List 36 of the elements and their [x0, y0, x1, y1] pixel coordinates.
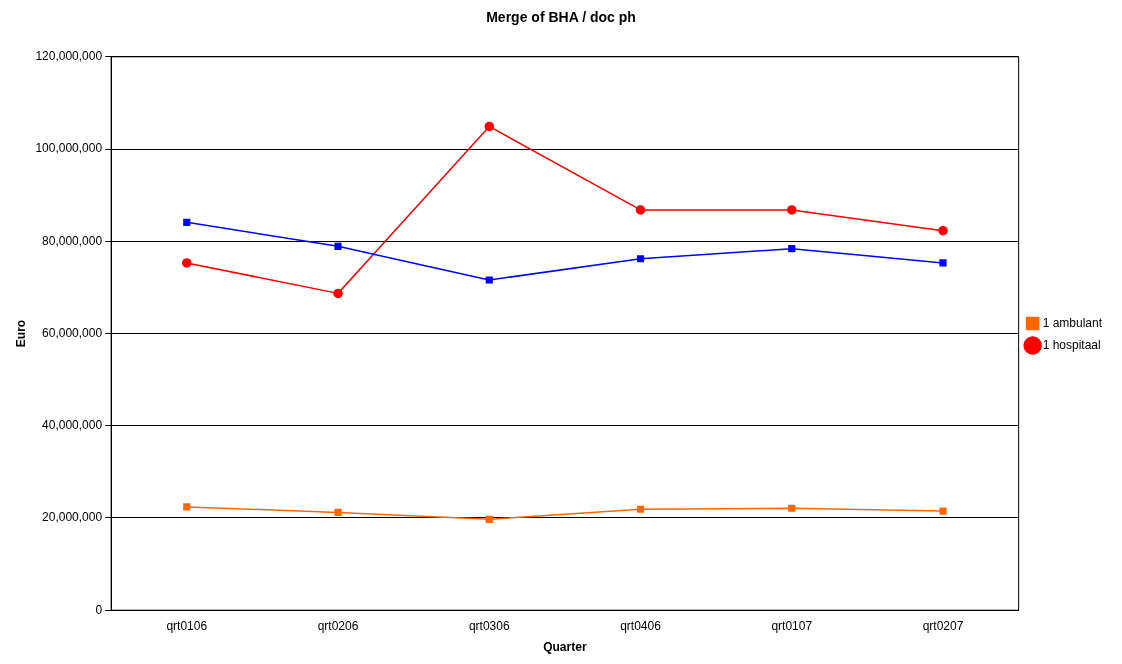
x-tick-label: qrt0107 — [771, 618, 813, 633]
point — [333, 288, 343, 299]
point — [484, 121, 495, 132]
point — [636, 255, 645, 263]
x-tick-label: qrt0406 — [620, 618, 662, 633]
x-tick-label: qrt0206 — [317, 618, 359, 633]
y-tick-label: 120,000,000 — [35, 49, 103, 64]
point — [182, 258, 192, 268]
point — [939, 507, 947, 515]
x-axis-title: Quarter — [543, 640, 587, 655]
point — [334, 242, 342, 250]
legend-label: 1 ambulant — [1042, 315, 1103, 330]
point — [635, 205, 646, 215]
y-tick-label: 40,000,000 — [42, 418, 103, 433]
point — [938, 225, 948, 236]
point — [787, 205, 797, 215]
point — [939, 259, 947, 267]
point — [788, 504, 796, 512]
x-tick-label: qrt0106 — [166, 618, 208, 633]
y-tick-label: 20,000,000 — [42, 510, 103, 525]
point — [485, 276, 493, 284]
chart-title: Merge of BHA / doc ph — [486, 9, 636, 26]
x-tick-label: qrt0207 — [922, 618, 964, 633]
y-tick-label: 100,000,000 — [35, 141, 103, 156]
y-tick-label: 80,000,000 — [42, 233, 103, 248]
point — [788, 245, 796, 253]
x-tick-label: qrt0306 — [468, 618, 510, 633]
point — [636, 505, 645, 513]
y-tick-label: 0 — [95, 602, 103, 617]
y-tick-label: 60,000,000 — [42, 325, 103, 340]
legend-label: 1 hospitaal — [1042, 337, 1101, 352]
point — [183, 218, 191, 226]
point — [183, 503, 191, 511]
point — [334, 508, 342, 517]
y-axis-title: Euro — [13, 319, 28, 348]
point — [485, 515, 493, 523]
